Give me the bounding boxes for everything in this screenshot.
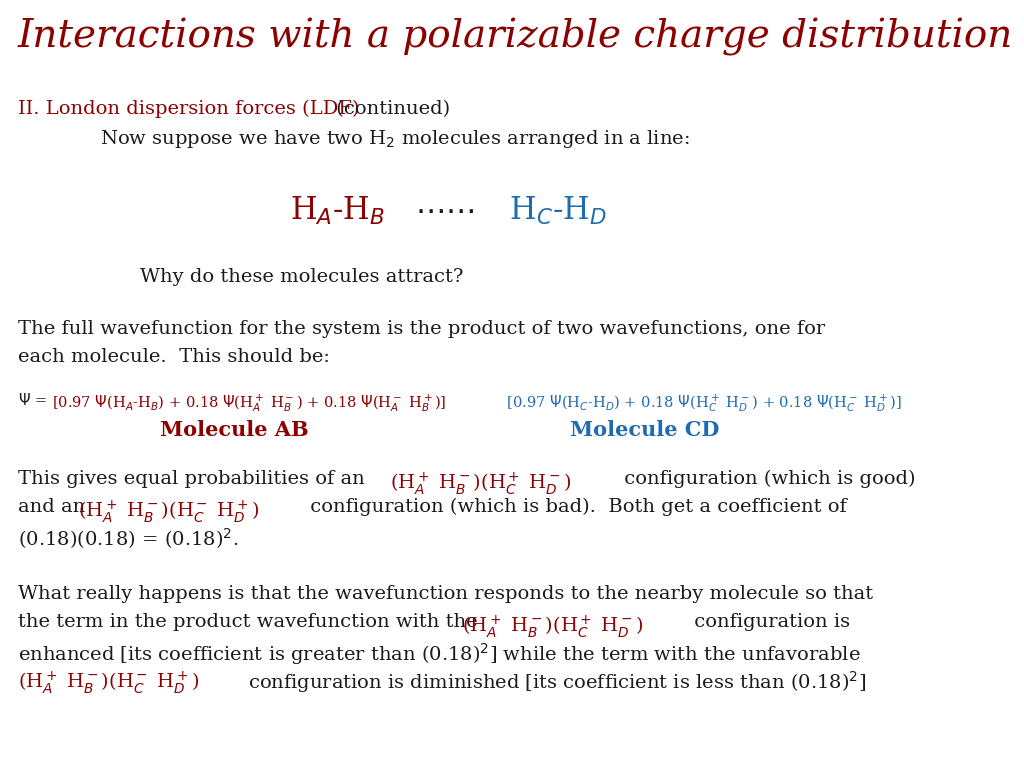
Text: (H$_A^+$ H$_B^-$)(H$_C^+$ H$_D^-$): (H$_A^+$ H$_B^-$)(H$_C^+$ H$_D^-$) xyxy=(462,613,643,640)
Text: This gives equal probabilities of an: This gives equal probabilities of an xyxy=(18,470,371,488)
Text: Now suppose we have two H$_2$ molecules arranged in a line:: Now suppose we have two H$_2$ molecules … xyxy=(100,128,690,150)
Text: configuration is diminished [its coefficient is less than (0.18)$^2$]: configuration is diminished [its coeffic… xyxy=(242,669,866,695)
Text: (H$_A^+$ H$_B^-$)(H$_C^-$ H$_D^+$): (H$_A^+$ H$_B^-$)(H$_C^-$ H$_D^+$) xyxy=(78,498,259,525)
Text: (H$_A^+$ H$_B^-$)(H$_C^+$ H$_D^-$): (H$_A^+$ H$_B^-$)(H$_C^+$ H$_D^-$) xyxy=(390,470,571,497)
Text: H$_A$-H$_B$: H$_A$-H$_B$ xyxy=(290,195,385,227)
Text: Molecule CD: Molecule CD xyxy=(570,420,720,440)
Text: configuration (which is good): configuration (which is good) xyxy=(618,470,915,488)
Text: the term in the product wavefunction with the: the term in the product wavefunction wit… xyxy=(18,613,484,631)
Text: configuration is: configuration is xyxy=(688,613,850,631)
Text: II. London dispersion forces (LDF): II. London dispersion forces (LDF) xyxy=(18,100,359,118)
Text: [0.97 $\Psi$(H$_A$-H$_B$) + 0.18 $\Psi$(H$_A^+$ H$_B^-$) + 0.18 $\Psi$(H$_A^-$ H: [0.97 $\Psi$(H$_A$-H$_B$) + 0.18 $\Psi$(… xyxy=(52,392,446,414)
Text: enhanced [its coefficient is greater than (0.18)$^2$] while the term with the un: enhanced [its coefficient is greater tha… xyxy=(18,641,860,667)
Text: $\cdots\cdots$: $\cdots\cdots$ xyxy=(415,195,474,226)
Text: and an: and an xyxy=(18,498,91,516)
Text: Interactions with a polarizable charge distribution: Interactions with a polarizable charge d… xyxy=(18,18,1014,56)
Text: What really happens is that the wavefunction responds to the nearby molecule so : What really happens is that the wavefunc… xyxy=(18,585,873,603)
Text: (0.18)(0.18) = (0.18)$^2$.: (0.18)(0.18) = (0.18)$^2$. xyxy=(18,526,239,551)
Text: [0.97 $\Psi$(H$_C$-H$_D$) + 0.18 $\Psi$(H$_C^+$ H$_D^-$) + 0.18 $\Psi$(H$_C^-$ H: [0.97 $\Psi$(H$_C$-H$_D$) + 0.18 $\Psi$(… xyxy=(502,392,902,414)
Text: each molecule.  This should be:: each molecule. This should be: xyxy=(18,348,330,366)
Text: Molecule AB: Molecule AB xyxy=(160,420,308,440)
Text: configuration (which is bad).  Both get a coefficient of: configuration (which is bad). Both get a… xyxy=(304,498,847,516)
Text: H$_C$-H$_D$: H$_C$-H$_D$ xyxy=(490,195,606,227)
Text: (H$_A^+$ H$_B^-$)(H$_C^-$ H$_D^+$): (H$_A^+$ H$_B^-$)(H$_C^-$ H$_D^+$) xyxy=(18,669,200,696)
Text: The full wavefunction for the system is the product of two wavefunctions, one fo: The full wavefunction for the system is … xyxy=(18,320,825,338)
Text: $\Psi$ =: $\Psi$ = xyxy=(18,392,48,408)
Text: (continued): (continued) xyxy=(330,100,451,118)
Text: Why do these molecules attract?: Why do these molecules attract? xyxy=(140,268,464,286)
